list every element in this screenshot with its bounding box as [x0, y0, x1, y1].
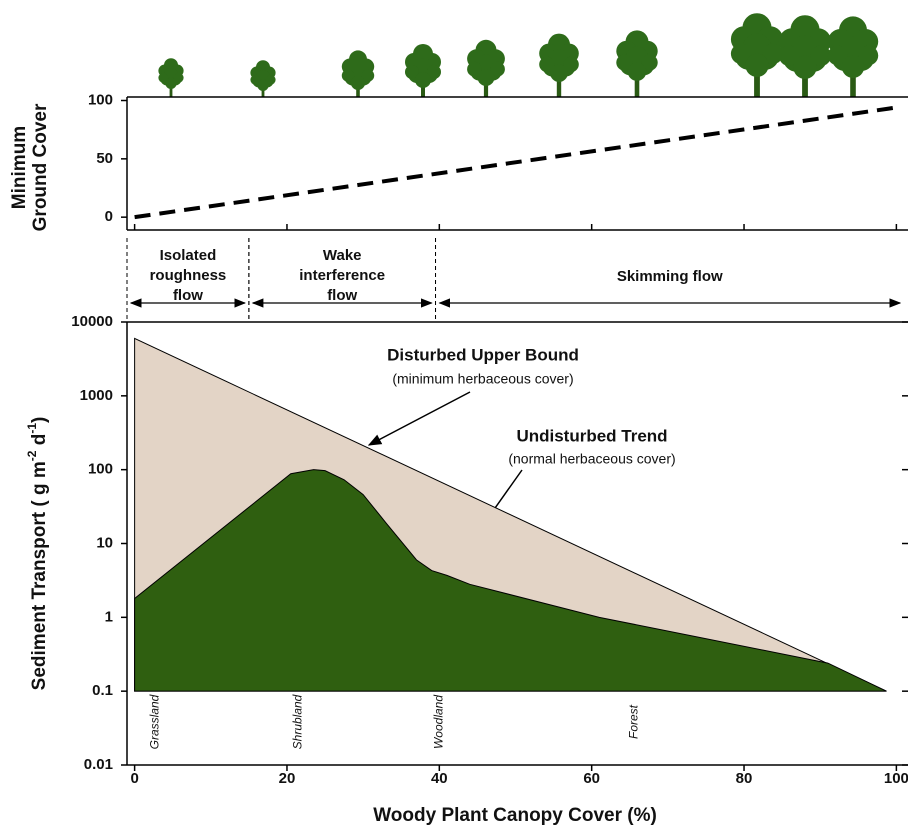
y-tick-label: 100 [88, 461, 113, 478]
y-axis-label-part: ) [29, 417, 50, 423]
tree-crown [842, 56, 864, 78]
zone-label: interference [299, 267, 385, 284]
tree-crown [793, 56, 816, 79]
y-tick-label: 0 [105, 208, 113, 225]
y-tick-label: 1000 [80, 387, 113, 404]
y-tick-label: 50 [96, 150, 113, 167]
zone-label: flow [327, 287, 357, 304]
x-tick-label: 80 [736, 770, 753, 787]
line-series [135, 108, 897, 218]
tree-icons [158, 13, 878, 97]
vegetation-label: Forest [627, 704, 641, 739]
vegetation-label: Woodland [431, 695, 445, 749]
annotation-arrow [369, 392, 470, 445]
tree-crown [415, 72, 431, 88]
series-label: Undisturbed Trend [516, 426, 667, 445]
y-axis-label-part: Sediment Transport ( g m [29, 461, 50, 690]
tree-crown [478, 69, 495, 86]
series-label: Disturbed Upper Bound [387, 345, 579, 364]
x-tick-label: 100 [884, 770, 908, 787]
y-tick-label: 10000 [71, 313, 113, 330]
zone-label: Skimming flow [617, 268, 723, 285]
y-axis-label-part: -2 [25, 450, 39, 461]
tree-crown [745, 54, 768, 77]
tree-crown [550, 64, 568, 82]
vegetation-label: Shrubland [291, 694, 305, 749]
tree-crown [165, 78, 176, 89]
tree-crown [628, 63, 646, 81]
zone-label: Wake [323, 247, 362, 264]
x-tick-label: 40 [431, 770, 448, 787]
y-tick-label: 10 [96, 534, 113, 551]
y-axis-label: Sediment Transport ( g m-2 d-1) [25, 417, 50, 691]
y-tick-label: 100 [88, 91, 113, 108]
tree-crown [351, 76, 365, 90]
figure: 050100MinimumGround CoverIsolatedroughne… [0, 0, 908, 831]
y-tick-label: 0.01 [84, 756, 113, 773]
x-axis-label: Woody Plant Canopy Cover (%) [373, 805, 657, 826]
x-tick-label: 20 [279, 770, 296, 787]
x-tick-label: 0 [130, 770, 138, 787]
y-axis-label-part: d [29, 434, 50, 451]
zone-label: flow [173, 287, 203, 304]
vegetation-label: Grassland [147, 694, 161, 749]
series-note: (minimum herbaceous cover) [392, 371, 573, 387]
y-axis-label: Ground Cover [30, 103, 51, 231]
series-note: (normal herbaceous cover) [508, 451, 675, 467]
x-tick-label: 60 [583, 770, 600, 787]
y-tick-label: 1 [105, 608, 113, 625]
tree-crown [257, 80, 268, 91]
y-tick-label: 0.1 [92, 682, 113, 699]
y-axis-label: Minimum [9, 126, 30, 209]
zone-label: roughness [150, 267, 227, 284]
y-axis-label-part: -1 [25, 423, 39, 434]
zone-label: Isolated [160, 247, 217, 264]
